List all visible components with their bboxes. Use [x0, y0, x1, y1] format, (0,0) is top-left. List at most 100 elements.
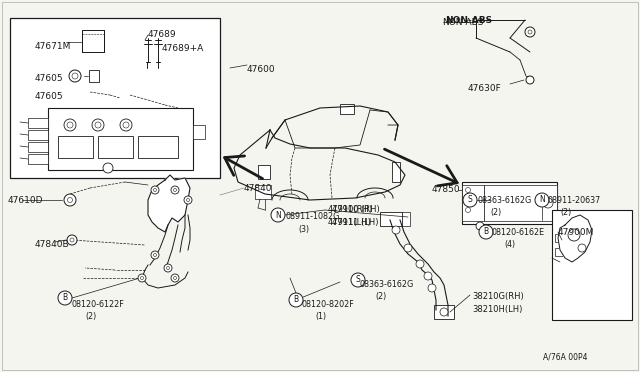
Circle shape [416, 260, 424, 268]
Text: 47689: 47689 [148, 30, 177, 39]
Circle shape [64, 119, 76, 131]
Circle shape [141, 276, 143, 279]
Circle shape [67, 235, 77, 245]
Text: S: S [356, 276, 360, 285]
Circle shape [465, 198, 470, 202]
Circle shape [171, 186, 179, 194]
Circle shape [120, 119, 132, 131]
Circle shape [428, 284, 436, 292]
Bar [82, 30, 104, 52]
Text: 47630F: 47630F [468, 84, 502, 93]
Bar [98, 136, 133, 158]
Circle shape [69, 70, 81, 82]
Circle shape [138, 274, 146, 282]
Bar [340, 104, 354, 114]
Text: 08363-6162G: 08363-6162G [478, 196, 532, 205]
Text: 08120-6162E: 08120-6162E [492, 228, 545, 237]
Circle shape [58, 291, 72, 305]
Bar [10, 18, 220, 178]
Circle shape [568, 229, 580, 241]
Circle shape [103, 163, 113, 173]
Circle shape [271, 208, 285, 222]
Text: B: B [293, 295, 299, 305]
Text: 38210H(LH): 38210H(LH) [472, 305, 522, 314]
Circle shape [578, 244, 586, 252]
Circle shape [173, 189, 177, 192]
Circle shape [72, 73, 78, 79]
Text: 08911-1082G: 08911-1082G [285, 212, 339, 221]
Text: (2): (2) [490, 208, 501, 217]
Circle shape [479, 225, 493, 239]
Text: 47671M: 47671M [35, 42, 72, 51]
Circle shape [392, 226, 400, 234]
Bar [28, 118, 48, 128]
Text: 47689+A: 47689+A [162, 44, 204, 53]
Bar [258, 165, 270, 179]
Bar [402, 212, 410, 226]
Text: 47910 (RH): 47910 (RH) [332, 205, 380, 214]
Circle shape [92, 119, 104, 131]
Text: (1): (1) [315, 312, 326, 321]
Bar [462, 182, 557, 224]
Bar [255, 185, 271, 199]
Bar [484, 185, 557, 221]
Text: B: B [483, 228, 488, 237]
Circle shape [164, 264, 172, 272]
Bar [138, 136, 178, 158]
Bar [48, 108, 193, 170]
Text: B: B [63, 294, 68, 302]
Text: 08363-6162G: 08363-6162G [360, 280, 414, 289]
Text: S: S [468, 196, 472, 205]
Bar [28, 142, 48, 152]
Text: (2): (2) [85, 312, 96, 321]
Text: NON-ABS: NON-ABS [445, 16, 492, 25]
Circle shape [465, 208, 470, 212]
Bar [434, 305, 454, 319]
Text: 47605: 47605 [35, 92, 63, 101]
Circle shape [186, 199, 189, 202]
Bar [555, 248, 563, 256]
Circle shape [123, 122, 129, 128]
Text: 47600: 47600 [247, 65, 276, 74]
Circle shape [151, 186, 159, 194]
Text: (2): (2) [560, 208, 572, 217]
Circle shape [424, 272, 432, 280]
Text: 47840B: 47840B [35, 240, 70, 249]
Polygon shape [558, 215, 592, 262]
Bar [193, 125, 205, 139]
Text: 47900M: 47900M [558, 228, 595, 237]
Bar [462, 185, 484, 221]
Bar [58, 136, 93, 158]
Text: 47840: 47840 [244, 184, 273, 193]
Circle shape [526, 76, 534, 84]
Circle shape [166, 266, 170, 269]
Bar [552, 210, 632, 320]
Text: (4): (4) [504, 240, 515, 249]
Circle shape [67, 198, 72, 202]
Bar [380, 212, 402, 226]
Text: (3): (3) [298, 225, 309, 234]
Text: 08120-6122F: 08120-6122F [72, 300, 125, 309]
Bar [392, 162, 400, 182]
Circle shape [95, 122, 101, 128]
Text: A/76A 00P4: A/76A 00P4 [543, 352, 588, 361]
Text: 47605: 47605 [35, 74, 63, 83]
Circle shape [154, 189, 157, 192]
Bar [555, 234, 563, 242]
Circle shape [351, 273, 365, 287]
Text: 08911-20637: 08911-20637 [548, 196, 601, 205]
Circle shape [154, 253, 157, 257]
Circle shape [404, 244, 412, 252]
Circle shape [151, 251, 159, 259]
Circle shape [476, 222, 484, 230]
Bar [28, 154, 48, 164]
Text: 47850: 47850 [432, 185, 461, 194]
Circle shape [171, 274, 179, 282]
Circle shape [440, 308, 448, 316]
Circle shape [463, 193, 477, 207]
Circle shape [543, 198, 553, 208]
Text: 38210G(RH): 38210G(RH) [472, 292, 524, 301]
Text: N: N [539, 196, 545, 205]
Text: 47910(RH): 47910(RH) [328, 205, 373, 214]
Text: 47911(LH): 47911(LH) [328, 218, 372, 227]
